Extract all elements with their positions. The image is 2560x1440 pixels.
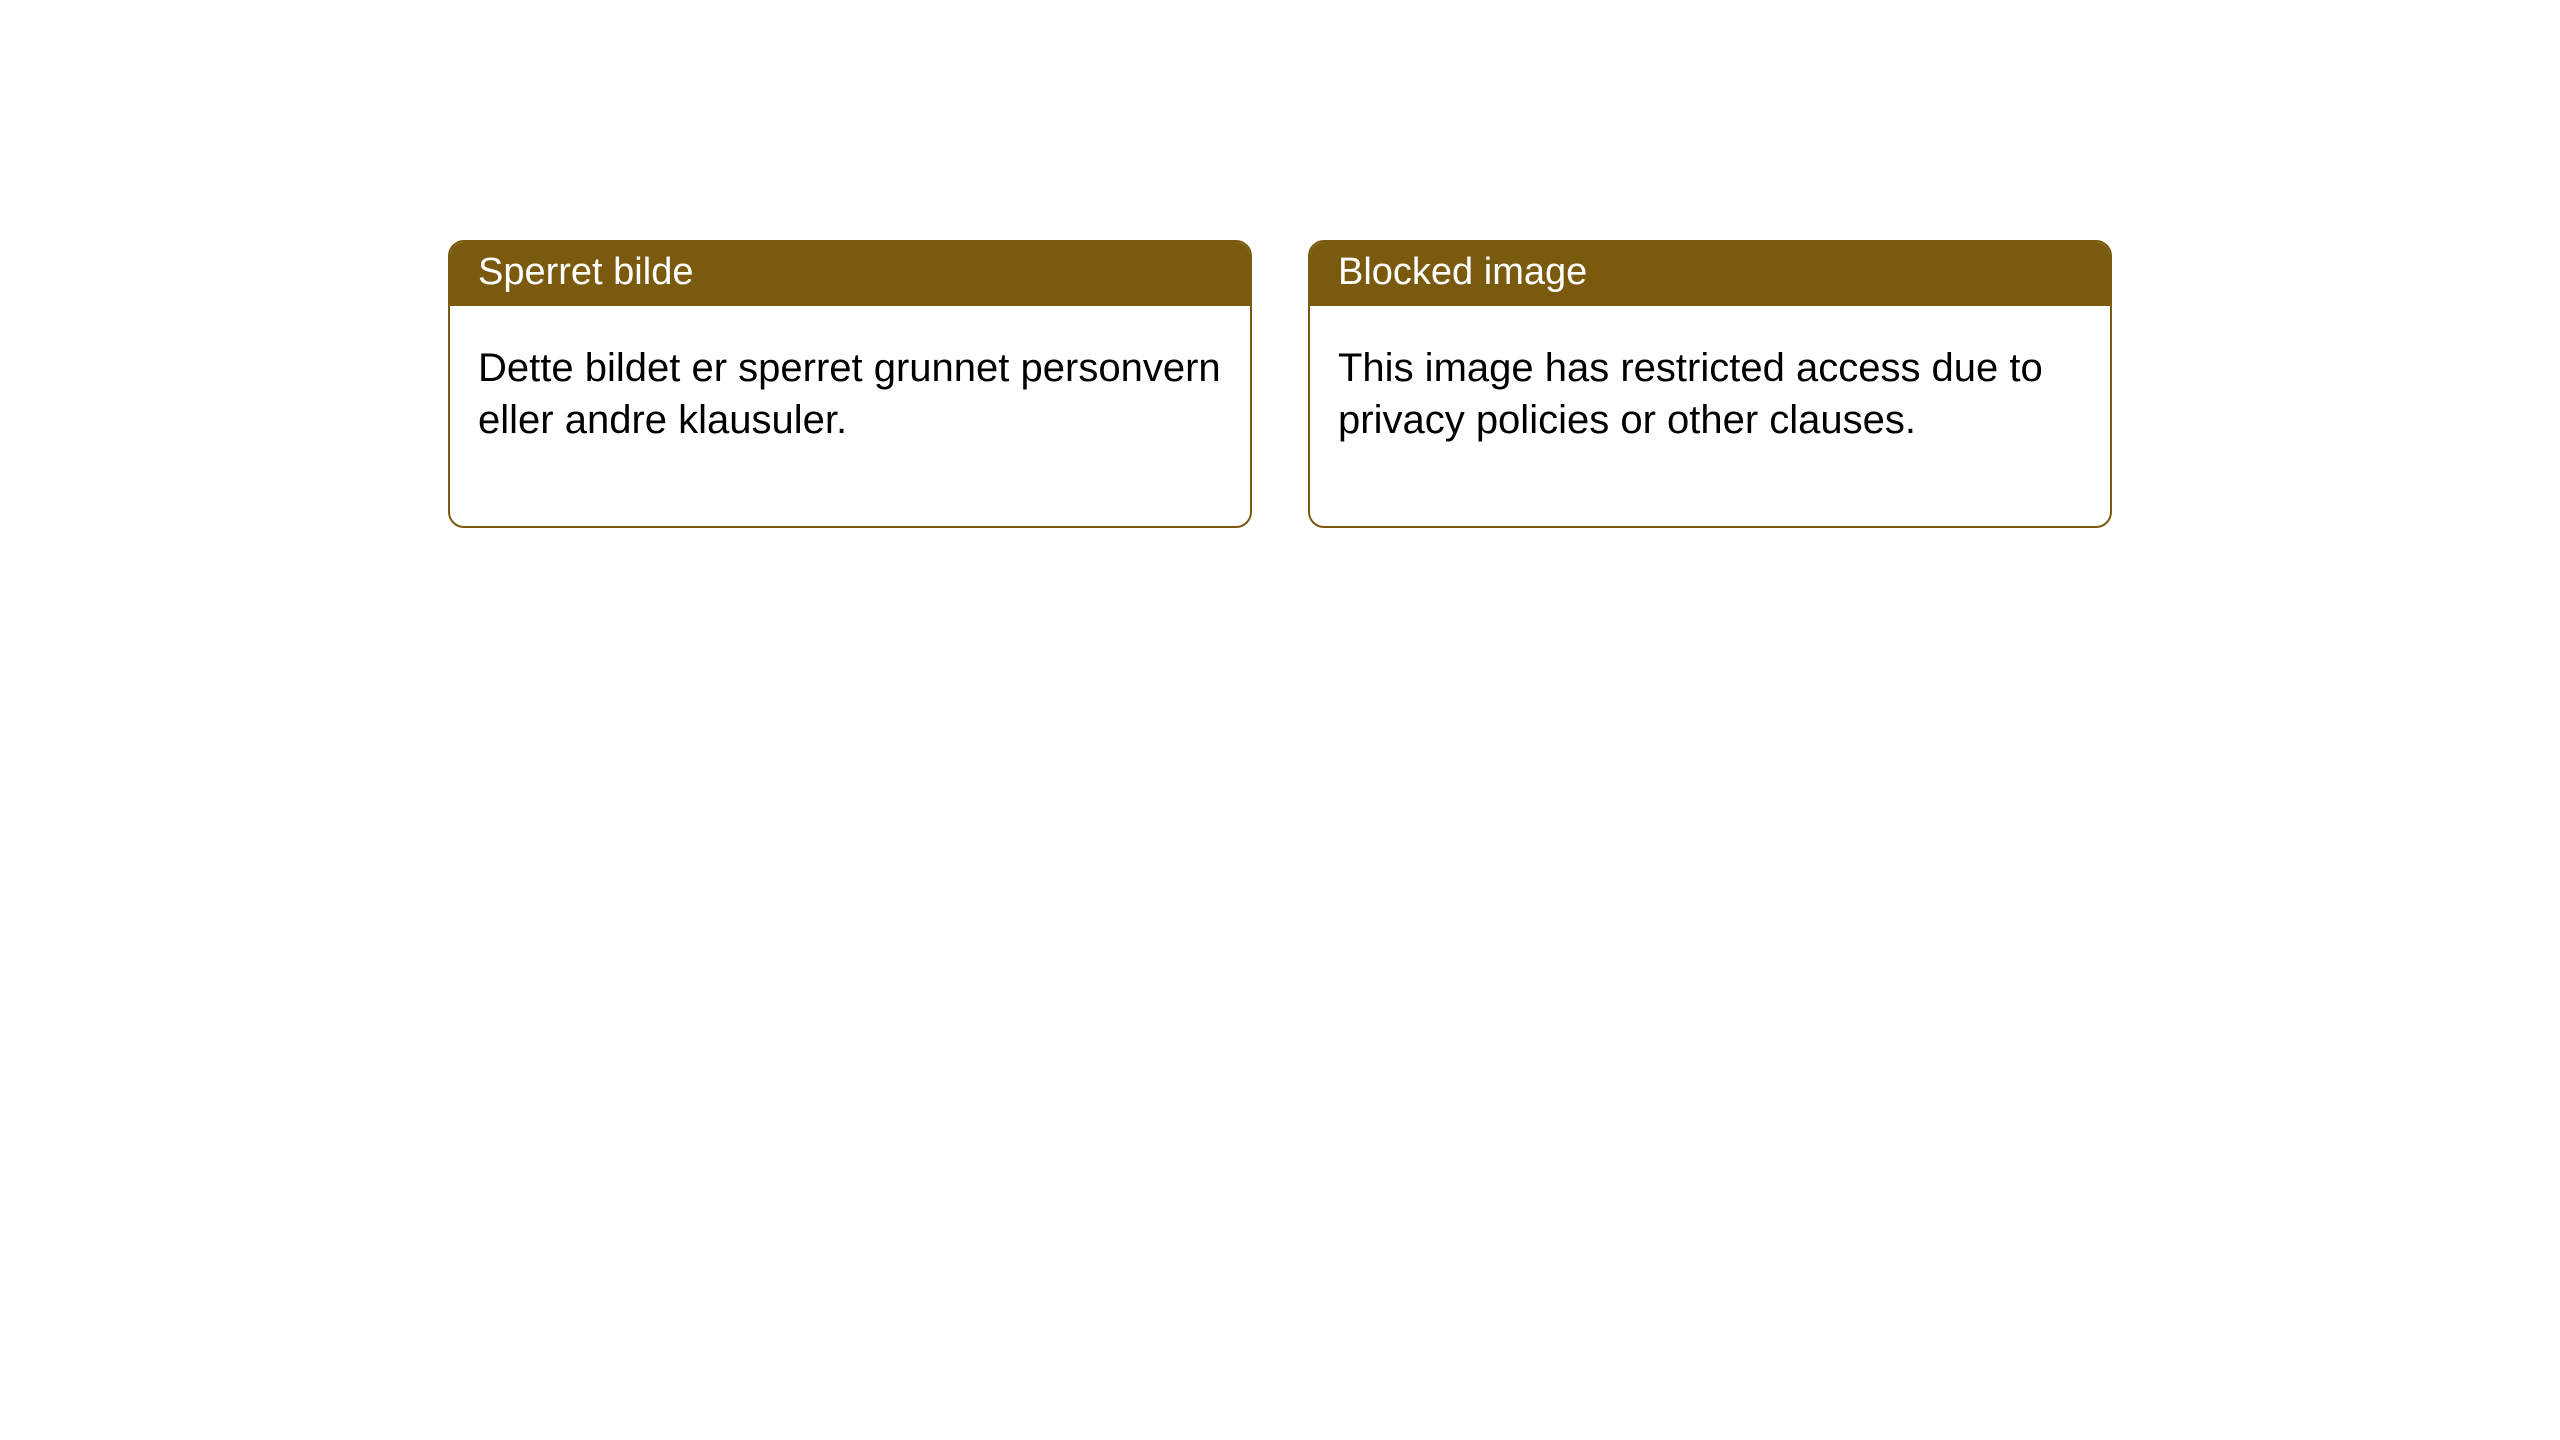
notice-title-english: Blocked image	[1310, 242, 2110, 306]
notice-card-norwegian: Sperret bilde Dette bildet er sperret gr…	[448, 240, 1252, 528]
notice-card-english: Blocked image This image has restricted …	[1308, 240, 2112, 528]
notice-body-norwegian: Dette bildet er sperret grunnet personve…	[450, 306, 1250, 526]
notice-container: Sperret bilde Dette bildet er sperret gr…	[0, 0, 2560, 528]
notice-body-english: This image has restricted access due to …	[1310, 306, 2110, 526]
notice-title-norwegian: Sperret bilde	[450, 242, 1250, 306]
